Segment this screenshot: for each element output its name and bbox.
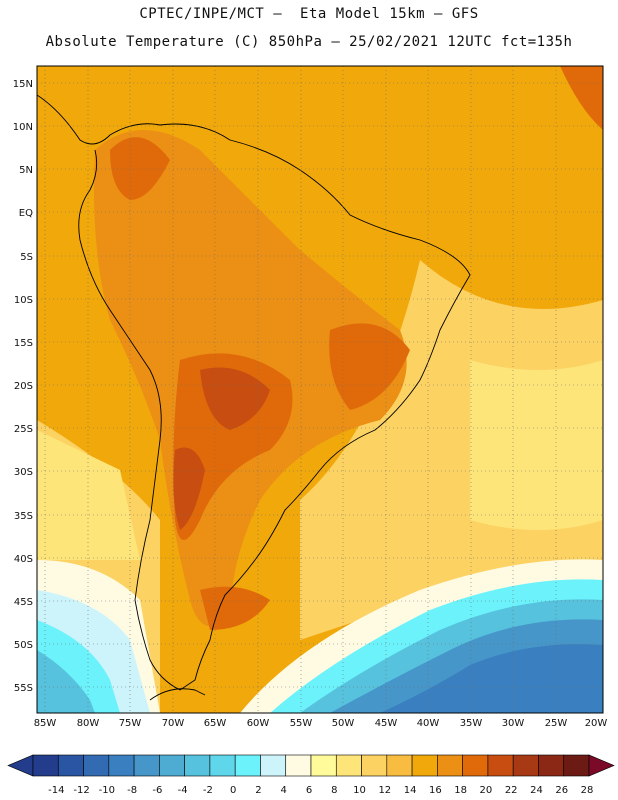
colorbar-tick-label: 2	[255, 785, 261, 796]
colorbar-tick-label: 8	[331, 785, 337, 796]
colorbar-tick-label: -10	[99, 785, 115, 796]
colorbar-swatch	[462, 754, 489, 777]
map-title-line1: CPTEC/INPE/MCT – Eta Model 15km – GFS	[139, 6, 479, 22]
lon-label: 50W	[332, 718, 355, 729]
lat-label: 10S	[14, 295, 33, 306]
lat-label: 30S	[14, 467, 33, 478]
colorbar-swatch	[108, 754, 135, 777]
lon-label: 20W	[585, 718, 608, 729]
lat-label: 40S	[14, 554, 33, 565]
lon-label: 80W	[77, 718, 100, 729]
lon-label: 30W	[502, 718, 525, 729]
colorbar-swatch	[361, 754, 388, 777]
colorbar-low-arrow	[7, 754, 34, 777]
colorbar-tick-label: -6	[152, 785, 162, 796]
colorbar-swatch	[260, 754, 287, 777]
lon-label: 35W	[460, 718, 483, 729]
colorbar-swatch	[310, 754, 337, 777]
colorbar-swatch	[386, 754, 413, 777]
colorbar-tick-label: -14	[48, 785, 64, 796]
colorbar-swatch	[411, 754, 438, 777]
lon-label: 55W	[290, 718, 313, 729]
lon-axis: 85W 80W 75W 70W 65W 60W 55W 50W 45W 40W …	[34, 718, 608, 729]
lat-axis: 15N 10N 5N EQ 5S 10S 15S 20S 25S 30S 35S…	[13, 79, 33, 694]
colorbar-tick-label: 10	[353, 785, 366, 796]
lat-label: EQ	[19, 208, 33, 219]
lon-label: 60W	[247, 718, 270, 729]
colorbar-tick-label: 6	[306, 785, 312, 796]
colorbar-tick-label: 22	[505, 785, 518, 796]
colorbar-tick-label: 26	[555, 785, 568, 796]
lat-label: 15N	[13, 79, 33, 90]
colorbar-swatch	[209, 754, 236, 777]
colorbar-swatch	[487, 754, 514, 777]
colorbar-tick-label: -2	[203, 785, 213, 796]
colorbar-high-arrow	[588, 754, 615, 777]
lon-label: 40W	[417, 718, 440, 729]
colorbar-swatch	[437, 754, 463, 777]
temperature-field	[37, 66, 603, 713]
colorbar-swatch	[83, 754, 110, 777]
colorbar-tick-label: 14	[404, 785, 417, 796]
colorbar-swatch	[234, 754, 261, 777]
colorbar-tick-label: 0	[230, 785, 236, 796]
lon-label: 25W	[545, 718, 568, 729]
colorbar-tick-label: 4	[281, 785, 287, 796]
lat-label: 55S	[14, 683, 33, 694]
lat-label: 15S	[14, 338, 33, 349]
map-title-line2: Absolute Temperature (C) 850hPa – 25/02/…	[45, 34, 573, 50]
colorbar-tick-label: 20	[480, 785, 493, 796]
colorbar-tick-label: 16	[429, 785, 442, 796]
colorbar-swatch	[285, 754, 312, 777]
colorbar-swatch	[184, 754, 211, 777]
colorbar-tick-label: -8	[127, 785, 137, 796]
colorbar-tick-label: 24	[530, 785, 543, 796]
lat-label: 50S	[14, 640, 33, 651]
colorbar-tick-label: 18	[454, 785, 467, 796]
colorbar-swatch	[32, 754, 59, 777]
colorbar-swatch	[512, 754, 539, 777]
lon-label: 70W	[162, 718, 185, 729]
lat-label: 5N	[19, 165, 33, 176]
coastline	[37, 94, 471, 701]
plot-frame	[36, 65, 604, 714]
lat-label: 5S	[20, 252, 33, 263]
lon-label: 85W	[34, 718, 57, 729]
colorbar-tick-label: -12	[73, 785, 89, 796]
lon-label: 65W	[204, 718, 227, 729]
lat-label: 20S	[14, 381, 33, 392]
lat-label: 10N	[13, 122, 33, 133]
colorbar-swatch	[133, 754, 160, 777]
colorbar: -14 -12 -10 -8 -6 -4 -2 0 2 4 6 8 10 12 14 16 18 20 22 24 26…	[7, 754, 615, 796]
colorbar-swatch	[335, 754, 362, 777]
colorbar-swatch	[538, 754, 565, 777]
colorbar-swatch	[159, 754, 185, 777]
colorbar-tick-label: -4	[178, 785, 188, 796]
lat-label: 25S	[14, 424, 33, 435]
colorbar-tick-label: 12	[378, 785, 391, 796]
lon-label: 75W	[119, 718, 142, 729]
colorbar-tick-label: 28	[581, 785, 594, 796]
colorbar-swatch	[57, 754, 84, 777]
lat-label: 35S	[14, 511, 33, 522]
lat-label: 45S	[14, 597, 33, 608]
lon-label: 45W	[375, 718, 398, 729]
colorbar-swatch	[563, 754, 590, 777]
